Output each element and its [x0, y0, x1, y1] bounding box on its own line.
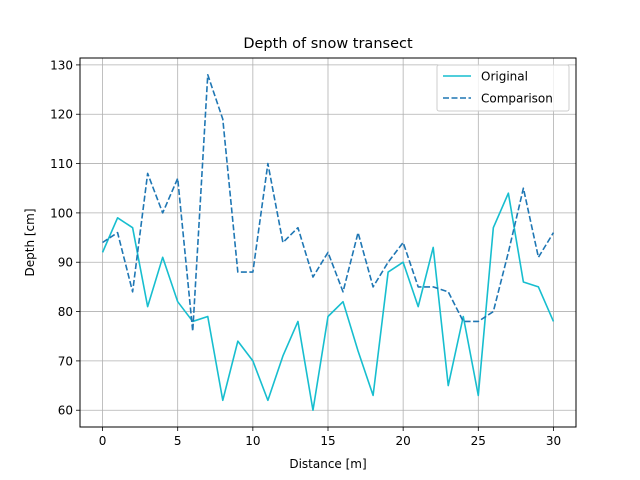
x-tick-label: 30 [546, 434, 561, 448]
axis-ticks: 0 5 10 15 20 25 30 60 70 80 90 100 110 120 130 [50, 58, 561, 448]
x-tick-label: 0 [99, 434, 107, 448]
x-axis-title: Distance [m] [289, 457, 366, 471]
y-tick-label: 60 [58, 404, 73, 418]
series-group [101, 73, 555, 412]
y-tick-label: 100 [50, 206, 73, 220]
legend-label-comparison: Comparison [481, 92, 553, 106]
x-tick-label: 15 [320, 434, 335, 448]
x-tick-label: 10 [245, 434, 260, 448]
grid [80, 58, 576, 427]
y-axis-title: Depth [cm] [23, 208, 37, 276]
chart-title: Depth of snow transect [243, 36, 413, 52]
series-line-comparison [102, 73, 555, 333]
x-tick-label: 5 [174, 434, 182, 448]
legend-label-original: Original [481, 70, 528, 84]
y-tick-label: 130 [50, 58, 73, 72]
x-tick-label: 25 [471, 434, 486, 448]
y-tick-label: 120 [50, 108, 73, 122]
y-tick-label: 70 [58, 354, 73, 368]
y-tick-label: 80 [58, 305, 73, 319]
y-tick-label: 110 [50, 157, 73, 171]
y-tick-label: 90 [58, 256, 73, 270]
legend: Original Comparison [436, 64, 570, 112]
x-tick-label: 20 [396, 434, 411, 448]
series-line-original [101, 192, 555, 412]
